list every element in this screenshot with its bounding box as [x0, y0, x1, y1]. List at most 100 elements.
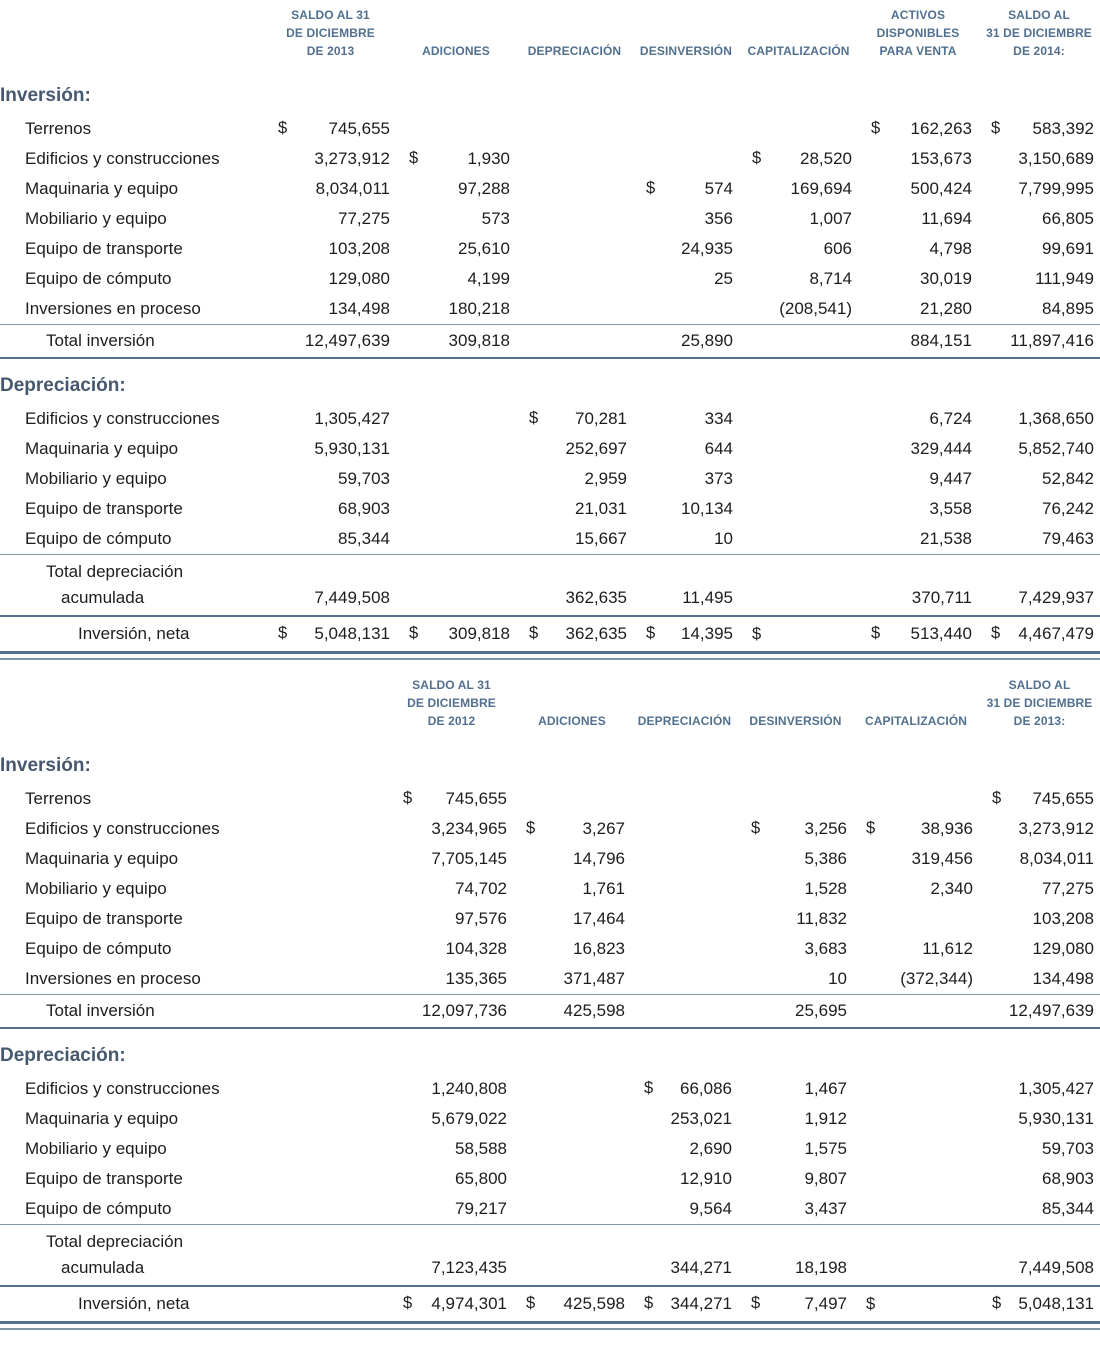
amount-cell: 21,031: [516, 494, 633, 524]
table-row: Inversión, neta $5,048,131 $309,818 $362,63…: [0, 616, 1100, 654]
table-row: Inversiones en proceso 134,498 180,218 (208…: [0, 294, 1100, 325]
amount-value: 745,655: [1032, 789, 1094, 808]
amount-value: 9,807: [804, 1169, 847, 1188]
amount-cell: 11,694: [858, 204, 978, 234]
table-row: Equipo de cómputo 85,344 15,667 10 21,538 79,…: [0, 524, 1100, 555]
row-label: Edificios y construcciones: [25, 1079, 220, 1098]
section-title: Depreciación:: [0, 1045, 126, 1066]
amount-value: 84,895: [1042, 299, 1094, 318]
amount-value: 513,440: [910, 624, 972, 643]
column-header: SALDO AL 31 DE DICIEMBRE DE 2013:: [986, 678, 1093, 728]
currency-symbol: $: [646, 179, 656, 197]
amount-cell: [265, 554, 396, 585]
amount-value: (208,541): [779, 299, 852, 318]
amount-cell: [513, 1194, 631, 1225]
amount-cell: 1,467: [738, 1074, 853, 1104]
amount-cell: [516, 294, 633, 325]
amount-value: 1,305,427: [314, 409, 390, 428]
amount-cell: [979, 1224, 1100, 1255]
amount-cell: [396, 114, 516, 144]
amount-value: 606: [823, 239, 852, 258]
row-label: Inversión, neta: [0, 616, 265, 654]
amount-cell: $309,818: [396, 616, 516, 654]
currency-symbol: $: [871, 624, 881, 642]
row-label: Edificios y construcciones: [25, 819, 220, 838]
section-title: Depreciación:: [0, 375, 126, 396]
amount-cell: [513, 1224, 631, 1255]
amount-cell: 97,576: [390, 904, 513, 934]
row-label: acumulada: [0, 1255, 390, 1287]
amount-cell: 1,240,808: [390, 1074, 513, 1104]
amount-cell: [739, 524, 858, 555]
amount-value: 25: [714, 269, 733, 288]
amount-cell: [853, 1194, 979, 1225]
amount-value: 12,497,639: [304, 331, 390, 350]
amount-value: 70,281: [575, 409, 627, 428]
column-header-row: SALDO AL 31 DE DICIEMBRE DE 2012 ADICIONE…: [0, 672, 1100, 739]
amount-cell: [516, 114, 633, 144]
currency-symbol: $: [871, 119, 881, 137]
amount-value: 9,447: [929, 469, 972, 488]
amount-cell: 7,123,435: [390, 1255, 513, 1287]
amount-value: 135,365: [445, 969, 507, 988]
amount-cell: 3,273,912: [265, 144, 396, 174]
row-label: Mobiliario y equipo: [25, 879, 167, 898]
amount-cell: [396, 585, 516, 617]
amount-cell: [853, 784, 979, 814]
amount-cell: [853, 1164, 979, 1194]
row-label: Inversiones en proceso: [25, 969, 201, 988]
currency-symbol: $: [409, 624, 419, 642]
amount-value: 77,275: [338, 209, 390, 228]
amount-cell: 309,818: [396, 324, 516, 359]
amount-cell: 103,208: [265, 234, 396, 264]
amount-cell: 59,703: [265, 464, 396, 494]
amount-cell: [516, 174, 633, 204]
amount-cell: 14,796: [513, 844, 631, 874]
row-label: Equipo de transporte: [25, 1169, 183, 1188]
amount-value: 66,086: [680, 1079, 732, 1098]
table-row: Equipo de transporte 97,576 17,464 11,832 10…: [0, 904, 1100, 934]
table-row: Mobiliario y equipo 59,703 2,959 373 9,447 52…: [0, 464, 1100, 494]
amount-cell: [396, 554, 516, 585]
table-row: Maquinaria y equipo 7,705,145 14,796 5,386 3…: [0, 844, 1100, 874]
row-label: Maquinaria y equipo: [25, 1109, 179, 1128]
amount-value: 3,437: [804, 1199, 847, 1218]
amount-cell: [633, 114, 739, 144]
currency-symbol: $: [409, 149, 419, 167]
amount-value: 6,724: [929, 409, 972, 428]
amount-cell: 77,275: [265, 204, 396, 234]
amount-value: 134,498: [328, 299, 390, 318]
row-label: Mobiliario y equipo: [25, 209, 167, 228]
amount-value: 11,612: [922, 939, 973, 958]
amount-cell: $745,655: [979, 784, 1100, 814]
amount-cell: 25,695: [738, 994, 853, 1029]
currency-symbol: $: [278, 624, 288, 642]
amount-cell: $4,467,479: [978, 616, 1100, 654]
table-row: Edificios y construcciones 1,240,808 $66,0…: [0, 1074, 1100, 1104]
section-title: Inversión:: [0, 85, 91, 106]
amount-value: 1,761: [582, 879, 625, 898]
amount-value: 77,275: [1042, 879, 1094, 898]
amount-cell: 58,588: [390, 1134, 513, 1164]
amount-cell: 4,798: [858, 234, 978, 264]
currency-symbol: $: [644, 1294, 654, 1312]
amount-value: 319,456: [911, 849, 973, 868]
amount-cell: 7,799,995: [978, 174, 1100, 204]
amount-value: 9,564: [689, 1199, 732, 1218]
amount-cell: $574: [633, 174, 739, 204]
amount-value: 3,150,689: [1018, 149, 1094, 168]
column-header: DEPRECIACIÓN: [637, 714, 732, 728]
amount-value: 1,467: [804, 1079, 847, 1098]
amount-cell: 97,288: [396, 174, 516, 204]
amount-value: 103,208: [328, 239, 390, 258]
amount-value: 5,930,131: [1018, 1109, 1094, 1128]
amount-value: 21,280: [920, 299, 972, 318]
fixed-assets-schedule-2013: SALDO AL 31 DE DICIEMBRE DE 2012 ADICIONE…: [0, 672, 1100, 1330]
amount-value: 15,667: [575, 529, 627, 548]
amount-cell: [739, 404, 858, 434]
amount-value: 4,199: [467, 269, 510, 288]
currency-symbol: $: [526, 819, 536, 837]
amount-value: 79,463: [1042, 529, 1094, 548]
amount-value: 74,702: [455, 879, 507, 898]
amount-cell: $5,048,131: [265, 616, 396, 654]
